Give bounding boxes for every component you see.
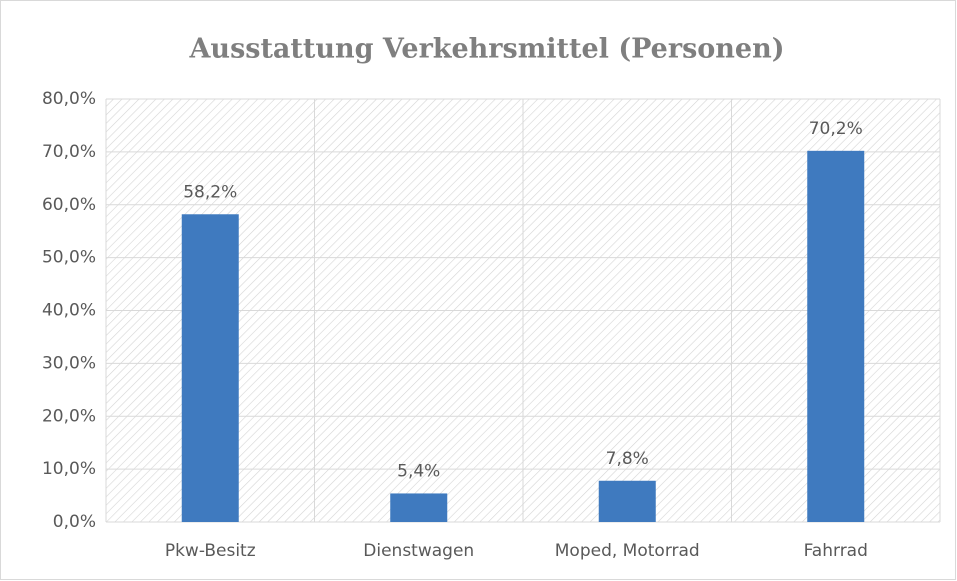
bar <box>598 480 656 522</box>
x-tick-label: Pkw-Besitz <box>165 541 256 561</box>
bar <box>390 493 448 522</box>
y-tick-label: 30,0% <box>42 353 96 373</box>
y-tick-label: 0,0% <box>53 512 96 532</box>
bar <box>807 150 865 522</box>
x-tick-label: Dienstwagen <box>363 541 474 561</box>
y-tick-label: 70,0% <box>42 142 96 162</box>
chart-title: Ausstattung Verkehrsmittel (Personen) <box>188 34 784 65</box>
y-tick-label: 60,0% <box>42 195 96 215</box>
y-tick-label: 80,0% <box>42 89 96 109</box>
y-tick-label: 40,0% <box>42 301 96 321</box>
data-label: 7,8% <box>606 449 649 469</box>
bar <box>181 214 239 522</box>
y-tick-label: 50,0% <box>42 248 96 268</box>
x-tick-label: Moped, Motorrad <box>555 541 700 561</box>
data-label: 5,4% <box>397 461 440 481</box>
data-label: 58,2% <box>183 182 237 202</box>
y-tick-label: 10,0% <box>42 459 96 479</box>
x-tick-label: Fahrrad <box>804 541 868 561</box>
y-tick-label: 20,0% <box>42 406 96 426</box>
data-label: 70,2% <box>809 119 863 139</box>
